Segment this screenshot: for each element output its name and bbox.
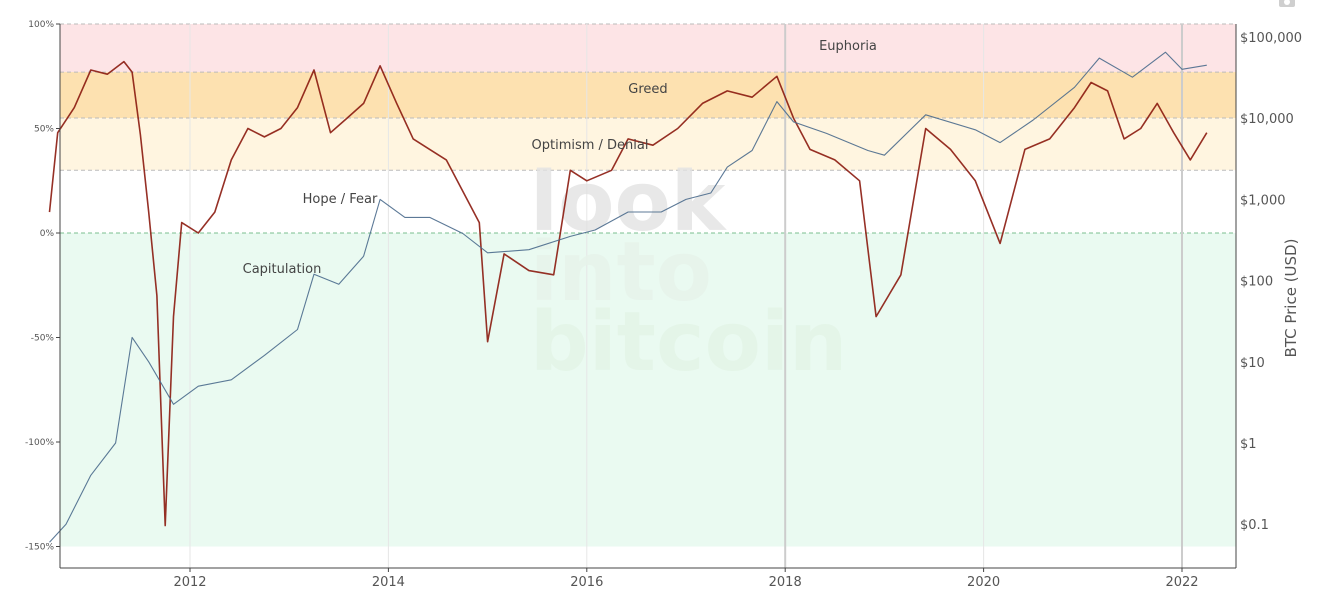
y-right-tick-4: $10 [1240,356,1265,371]
series-line-1 [49,51,1207,543]
x-tick-1: 2014 [372,575,405,590]
y-left-tick-5: -150% [25,543,54,553]
zone-label-0: Euphoria [819,39,877,54]
zone-band-4 [60,233,1236,547]
zone-label-4: Capitulation [243,262,322,277]
x-tick-4: 2020 [967,575,1000,590]
x-tick-3: 2018 [769,575,802,590]
y-right-tick-5: $1 [1240,437,1257,452]
y-axis-right-title: BTC Price (USD) [1282,239,1300,358]
y-right-tick-1: $10,000 [1240,112,1294,127]
zone-band-1 [60,72,1236,119]
y-right-tick-6: $0.1 [1240,518,1269,533]
zone-labels: Euphoria Greed Optimism / Denial Hope / Fea… [243,39,877,277]
watermark-word-1: into [530,225,712,320]
y-right-tick-3: $100 [1240,275,1273,290]
x-tick-2: 2016 [570,575,603,590]
watermark-word-2: bitcoin [530,295,847,390]
x-tick-5: 2022 [1165,575,1198,590]
y-right-tick-0: $100,000 [1240,31,1302,46]
series-line-0 [48,60,1208,527]
gridlines [189,24,1183,568]
x-tick-0: 2012 [173,575,206,590]
y-left-tick-0: 100% [28,20,54,30]
zone-band-3 [60,170,1236,233]
y-left-tick-3: -50% [31,334,55,344]
y-left-tick-1: 50% [34,125,54,135]
y-left-tick-4: -100% [25,438,54,448]
watermark-word-0: look [530,155,728,250]
y-right-tick-2: $1,000 [1240,193,1286,208]
y-left-tick-2: 0% [40,229,55,239]
sentiment-zones [60,23,1236,547]
zone-label-1: Greed [628,82,667,97]
camera-icon[interactable] [1279,0,1295,7]
zone-label-2: Optimism / Denial [532,138,649,153]
axes: 100% 50% 0% -50% -100% -150% $100,000 $10,000 $1… [25,20,1302,590]
series-lines [48,51,1208,543]
zone-label-3: Hope / Fear [303,192,378,207]
zone-band-0 [60,24,1236,73]
